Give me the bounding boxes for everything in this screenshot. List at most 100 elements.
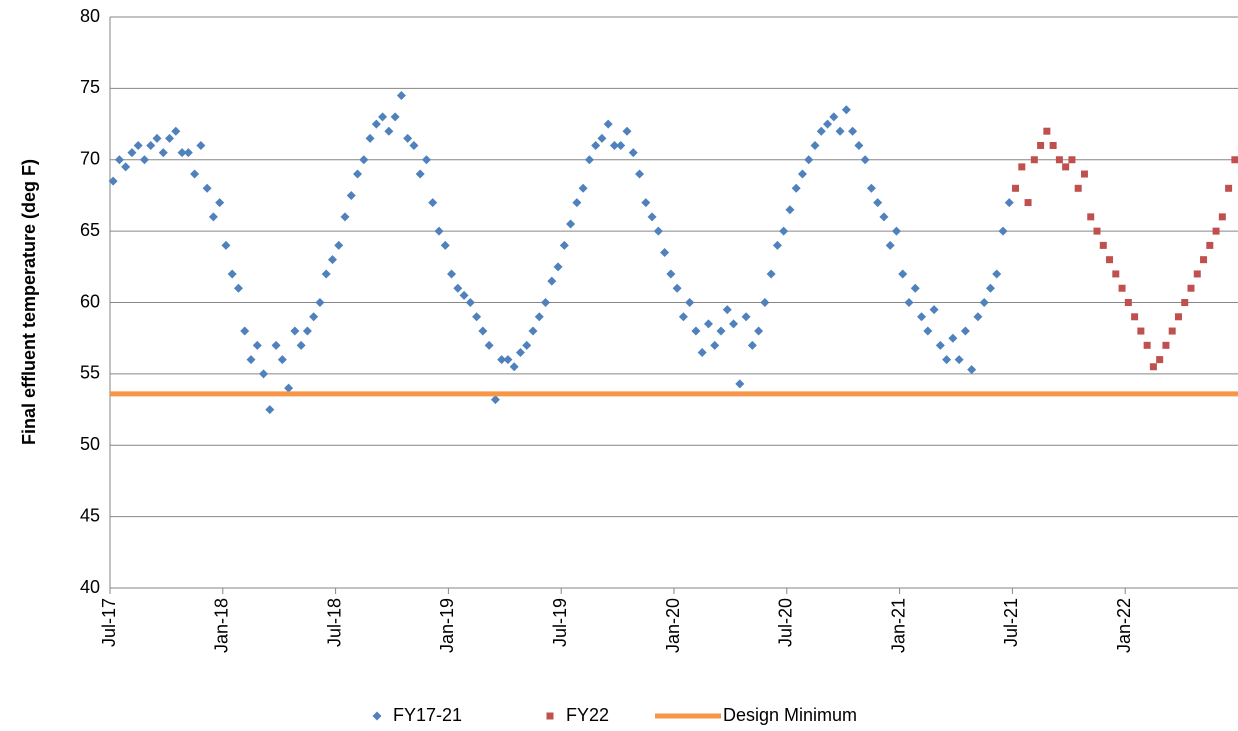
data-point xyxy=(779,226,789,236)
x-tick-label: Jan-19 xyxy=(437,598,457,653)
data-point xyxy=(804,155,814,165)
data-point xyxy=(1200,256,1208,264)
data-point xyxy=(403,133,413,143)
data-point xyxy=(146,140,156,150)
y-axis-title: Final effluent temperature (deg F) xyxy=(19,159,39,445)
data-point xyxy=(1030,156,1038,164)
data-point xyxy=(534,312,544,322)
data-point xyxy=(1149,363,1157,371)
data-point xyxy=(584,155,594,165)
y-tick-label: 45 xyxy=(80,505,100,525)
data-point xyxy=(1168,327,1176,335)
data-point xyxy=(785,205,795,215)
data-point xyxy=(566,219,576,229)
data-point xyxy=(754,326,764,336)
data-point xyxy=(1012,184,1020,192)
data-point xyxy=(998,226,1008,236)
data-point xyxy=(873,198,883,208)
data-point xyxy=(221,240,231,250)
data-point xyxy=(716,326,726,336)
data-point xyxy=(1037,141,1045,149)
data-point xyxy=(340,212,350,222)
y-tick-label: 80 xyxy=(80,6,100,26)
data-point xyxy=(440,240,450,250)
data-point xyxy=(973,312,983,322)
data-point xyxy=(1212,227,1220,235)
data-point xyxy=(816,126,826,136)
data-point xyxy=(1225,184,1233,192)
data-point xyxy=(152,133,162,143)
data-point xyxy=(879,212,889,222)
x-tick-label: Jan-21 xyxy=(888,598,908,653)
data-point xyxy=(1055,156,1063,164)
data-point xyxy=(1099,241,1107,249)
data-point xyxy=(829,112,839,122)
data-point xyxy=(647,212,657,222)
data-point xyxy=(528,326,538,336)
data-point xyxy=(1118,284,1126,292)
data-point xyxy=(666,269,676,279)
x-tick-label: Jul-20 xyxy=(776,598,796,647)
data-point xyxy=(447,269,457,279)
y-tick-label: 40 xyxy=(80,577,100,597)
y-tick-label: 75 xyxy=(80,77,100,97)
data-point xyxy=(635,169,645,179)
data-point xyxy=(409,140,419,150)
data-point xyxy=(1093,227,1101,235)
data-point xyxy=(1080,170,1088,178)
data-point xyxy=(729,319,739,329)
data-point xyxy=(1137,327,1145,335)
data-point xyxy=(760,298,770,307)
data-point xyxy=(923,326,933,336)
data-point xyxy=(954,355,964,365)
data-point xyxy=(1156,356,1164,364)
data-point xyxy=(459,290,469,300)
data-point xyxy=(735,379,745,389)
data-point xyxy=(1187,284,1195,292)
data-point xyxy=(572,198,582,208)
data-point xyxy=(967,365,977,375)
data-point xyxy=(302,326,312,336)
data-point xyxy=(265,405,275,415)
data-point xyxy=(1193,270,1201,278)
data-point xyxy=(691,326,701,336)
data-point xyxy=(290,326,300,336)
x-tick-label: Jul-18 xyxy=(324,598,344,647)
data-point xyxy=(415,169,425,179)
y-tick-label: 50 xyxy=(80,434,100,454)
data-point xyxy=(622,126,632,136)
data-point xyxy=(766,269,776,279)
data-point xyxy=(1206,241,1214,249)
data-point xyxy=(334,240,344,250)
data-point xyxy=(252,340,262,350)
data-point xyxy=(722,305,732,315)
data-point xyxy=(315,298,325,307)
data-point xyxy=(497,355,507,365)
data-point xyxy=(233,283,243,293)
data-point xyxy=(797,169,807,179)
data-point xyxy=(597,133,607,143)
data-point xyxy=(359,155,369,165)
data-point xyxy=(1004,198,1014,208)
data-point xyxy=(509,362,519,372)
data-point xyxy=(835,126,845,136)
data-point xyxy=(703,319,713,329)
data-point xyxy=(885,240,895,250)
legend-label: FY17-21 xyxy=(393,705,462,725)
data-point xyxy=(841,105,851,115)
data-point xyxy=(1231,156,1238,164)
data-point xyxy=(472,312,482,322)
data-point xyxy=(133,140,143,150)
data-point xyxy=(678,312,688,322)
data-point xyxy=(1068,156,1076,164)
data-point xyxy=(553,262,563,272)
data-point xyxy=(378,112,388,122)
legend-swatch xyxy=(546,712,554,720)
data-point xyxy=(948,333,958,343)
data-point xyxy=(860,155,870,165)
data-point xyxy=(578,183,588,193)
x-tick-label: Jan-22 xyxy=(1114,598,1134,653)
data-point xyxy=(396,91,406,101)
x-tick-label: Jan-20 xyxy=(663,598,683,653)
